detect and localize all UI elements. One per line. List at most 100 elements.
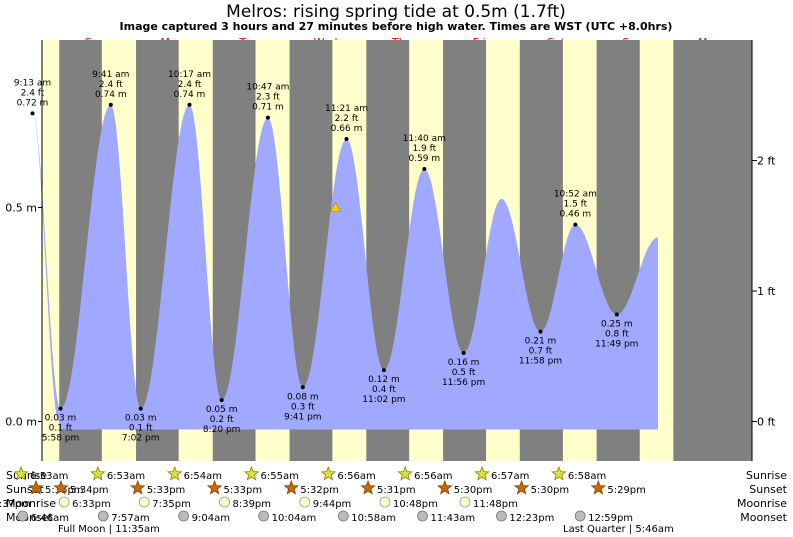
row-label-moonrise: Moonrise <box>6 497 56 510</box>
tide-label-ft: 2.2 ft <box>335 114 359 124</box>
astronomy-table: Sunrise Sunset Moonrise Moonset Sunrise … <box>0 465 788 535</box>
tide-label-m: 0.21 m <box>525 337 557 347</box>
plot-area <box>32 40 752 461</box>
sunset-time: 5:34pm <box>70 485 109 496</box>
tide-label-time: 5:58 pm <box>42 434 80 444</box>
sunset-icon <box>53 479 69 495</box>
tide-label-m: 0.05 m <box>206 405 238 415</box>
sunrise-icon <box>13 465 29 481</box>
moonrise-time: 9:44pm <box>313 499 352 510</box>
tide-label-ft: 0.7 ft <box>529 347 553 357</box>
tide-label-m: 0.46 m <box>560 210 592 220</box>
right-axis-label: 1 ft <box>757 285 776 298</box>
sunset-icon <box>513 479 530 495</box>
tide-label-ft: 1.9 ft <box>412 144 436 154</box>
moon-phase-full: Full Moon | 11:35am <box>58 524 160 535</box>
axes: 0.0 m 0.5 m 0 ft 1 ft 2 ft <box>5 40 776 461</box>
sunrise-icon <box>320 465 337 481</box>
tide-label-m: 0.03 m <box>45 414 77 424</box>
moonset-icon <box>17 510 29 522</box>
sunset-time: 5:33pm <box>224 485 263 496</box>
moon-phase-last-quarter: Last Quarter | 5:46am <box>563 524 674 535</box>
tide-label-m: 0.25 m <box>601 320 633 330</box>
tide-extreme-point <box>344 137 349 142</box>
moonset-time: 9:04am <box>192 513 230 524</box>
sunrise-icon <box>90 465 106 481</box>
sunrise-time: 6:56am <box>414 471 452 482</box>
tide-label-ft: 2.4 ft <box>178 80 202 90</box>
tide-extreme-point <box>30 111 35 116</box>
tide-label-m: 0.74 m <box>95 90 127 100</box>
moonrise-time: 6:33pm <box>72 499 111 510</box>
tide-label-ft: 2.4 ft <box>21 88 45 98</box>
tide-label-ft: 0.8 ft <box>605 330 629 340</box>
sunset-time: 5:30pm <box>531 485 570 496</box>
daylight-band <box>42 40 60 461</box>
tide-label-time: 9:41 am <box>92 70 129 80</box>
sunrise-time: 6:58am <box>568 471 606 482</box>
sunset-icon <box>590 479 607 495</box>
tide-label-m: 0.16 m <box>448 358 480 368</box>
moonrise-icon <box>58 496 70 508</box>
sunset-time: 5:32pm <box>300 485 339 496</box>
moonset-time: 6:46am <box>31 513 69 524</box>
tide-extreme-point <box>614 312 619 317</box>
row-label-sunrise-right: Sunrise <box>746 469 787 482</box>
moonrise-time: 8:39pm <box>232 499 271 510</box>
moonrise-time: 10:48pm <box>393 499 438 510</box>
tide-label-ft: 0.4 ft <box>372 385 396 395</box>
sunrise-icon <box>551 465 567 481</box>
moonset-icon <box>337 510 349 522</box>
moonset-time: 11:43am <box>430 513 475 524</box>
tide-label-m: 0.66 m <box>331 124 363 134</box>
tide-extreme-point <box>265 115 270 120</box>
sunset-icon <box>206 479 223 495</box>
tide-label-time: 7:02 pm <box>122 434 160 444</box>
moonset-icon <box>178 510 190 522</box>
moonrise-icon <box>138 496 150 508</box>
moonset-time: 7:57am <box>111 513 149 524</box>
sunrise-time: 6:55am <box>261 471 299 482</box>
sunset-icon <box>360 479 376 495</box>
tide-label-m: 0.12 m <box>368 375 400 385</box>
sunrise-time: 6:53am <box>30 471 68 482</box>
sunset-icon <box>130 479 146 495</box>
sunrise-time: 6:53am <box>107 471 145 482</box>
moonrise-time: 7:35pm <box>152 499 191 510</box>
tide-label-m: 0.71 m <box>252 103 284 113</box>
moonset-time: 10:04am <box>272 513 317 524</box>
moonrise-icon <box>219 496 230 508</box>
moonset-icon <box>417 510 428 522</box>
moonrise-icon <box>459 496 471 508</box>
chart-title: Melros: rising spring tide at 0.5m (1.7f… <box>226 2 566 22</box>
moonset-icon <box>574 510 586 522</box>
sunrise-time: 6:57am <box>491 471 529 482</box>
sunset-time: 5:29pm <box>607 485 646 496</box>
left-axis-label: 0.0 m <box>5 416 37 429</box>
tide-label-time: 10:47 am <box>246 83 289 93</box>
moonrise-time: 11:48pm <box>473 499 518 510</box>
tide-extreme-point <box>538 329 543 334</box>
tide-label-time: 11:40 am <box>403 134 446 144</box>
sunrise-icon <box>474 465 490 481</box>
tide-label-ft: 0.5 ft <box>452 368 476 378</box>
tide-label-time: 8:20 pm <box>203 425 241 435</box>
current-tide-marker <box>329 201 341 212</box>
left-axis-label: 0.5 m <box>5 202 37 215</box>
sunrise-time: 6:56am <box>337 471 375 482</box>
tide-label-m: 0.59 m <box>408 154 440 164</box>
moonset-time: 12:23pm <box>509 513 554 524</box>
tide-label-ft: 0.1 ft <box>49 424 73 434</box>
tide-label-ft: 2.3 ft <box>256 93 280 103</box>
tide-label-time: 11:56 pm <box>442 378 485 388</box>
moonset-icon <box>97 510 109 522</box>
tide-extreme-point <box>138 406 143 411</box>
moonrise-icon <box>379 496 391 508</box>
moonset-icon <box>258 510 270 522</box>
row-label-moonset-right: Moonset <box>740 511 787 524</box>
moonrise-time: 5:37pm <box>0 499 31 510</box>
sunset-time: 5:31pm <box>377 485 416 496</box>
moonrise-icon <box>299 496 311 508</box>
tide-label-time: 10:17 am <box>168 70 211 80</box>
tide-label-time: 9:41 pm <box>284 412 322 422</box>
